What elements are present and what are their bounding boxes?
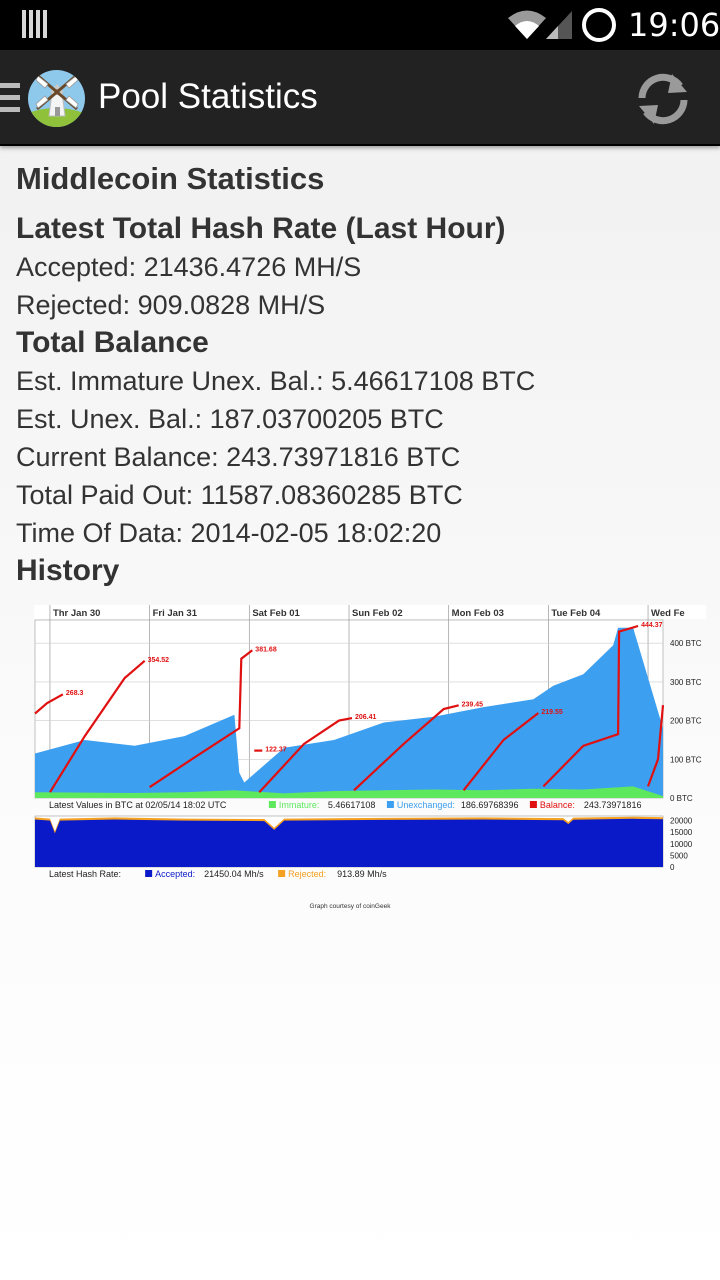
balance-line	[462, 712, 540, 791]
signal-icon	[546, 11, 572, 39]
unexchanged-area	[35, 627, 663, 798]
balance-data-label: 219.55	[541, 709, 563, 716]
history-graph: Thr Jan 30 Fri Jan 31 Sat Feb 01 Sun Feb 02…	[34, 605, 706, 915]
windmill-logo-icon[interactable]	[28, 70, 85, 127]
legend-prefix: Latest Values in BTC at 02/05/14 18:02 U…	[49, 800, 227, 810]
balance-data-label: 122.37	[265, 747, 287, 754]
legend-series-name: Immature:	[279, 800, 320, 810]
legend-swatch	[145, 870, 153, 877]
legend-series-value: 186.69768396	[461, 800, 519, 810]
day-tick-label: Wed Fe	[651, 608, 685, 619]
btc-tick-label: 200 BTC	[670, 717, 702, 726]
legend-series-value: 21450.04 Mh/s	[204, 869, 264, 879]
legend-swatch	[529, 801, 537, 808]
legend-series-name: Rejected:	[288, 869, 326, 879]
day-tick-label: Tue Feb 04	[551, 608, 601, 619]
btc-tick-label: 100 BTC	[670, 755, 702, 764]
history-graph-svg: Thr Jan 30 Fri Jan 31 Sat Feb 01 Sun Feb 02…	[34, 605, 706, 910]
action-bar: Pool Statistics	[0, 50, 720, 146]
day-tick-label: Fri Jan 31	[153, 608, 198, 619]
legend-swatch	[278, 870, 286, 877]
balance-line	[34, 693, 64, 715]
balance-line	[258, 717, 353, 793]
notification-bars-icon	[22, 10, 48, 40]
accepted-area	[35, 818, 663, 867]
immature-balance: Est. Immature Unex. Bal.: 5.46617108 BTC	[16, 366, 536, 396]
current-balance: Current Balance: 243.73971816 BTC	[16, 442, 461, 472]
day-tick-label: Thr Jan 30	[53, 608, 101, 619]
balance-data-label: 268.3	[66, 690, 84, 697]
legend-series-name: Balance:	[540, 800, 575, 810]
time-of-data: Time Of Data: 2014-02-05 18:02:20	[16, 518, 442, 548]
graph-header	[34, 605, 706, 619]
refresh-icon[interactable]	[632, 68, 694, 130]
immature-area	[35, 786, 663, 798]
wifi-icon	[508, 10, 546, 39]
balance-line	[542, 624, 639, 788]
legend-swatch	[268, 801, 276, 808]
balance-line	[148, 649, 253, 789]
legend-prefix: Latest Hash Rate:	[49, 869, 121, 879]
alarm-icon	[582, 8, 616, 42]
hashrate-tick-label: 5000	[670, 851, 688, 860]
total-balance-heading: Total Balance	[16, 326, 209, 359]
graph-credit: Graph courtesy of coinGeek	[310, 903, 392, 910]
balance-line	[49, 659, 146, 793]
app-title: Pool Statistics	[98, 77, 318, 116]
stats-content: Middlecoin Statistics Latest Total Hash …	[16, 160, 716, 596]
balance-data-label: 444.37	[641, 622, 663, 629]
drawer-menu-icon[interactable]	[0, 83, 20, 113]
day-tick-label: Sun Feb 02	[352, 608, 403, 619]
hashrate-tick-label: 15000	[670, 828, 693, 837]
page-title: Middlecoin Statistics	[16, 161, 325, 196]
total-paid-out: Total Paid Out: 11587.08360285 BTC	[16, 480, 463, 510]
history-heading: History	[16, 554, 120, 587]
hashrate-tick-label: 10000	[670, 840, 693, 849]
btc-tick-label: 0 BTC	[670, 794, 693, 803]
accepted-hash-rate: Accepted: 21436.4726 MH/S	[16, 252, 362, 282]
day-tick-label: Mon Feb 03	[452, 608, 504, 619]
balance-line	[353, 704, 459, 792]
status-bar: 19:06	[0, 0, 720, 50]
legend-series-value: 913.89 Mh/s	[337, 869, 387, 879]
btc-tick-label: 400 BTC	[670, 639, 702, 648]
balance-data-label: 206.41	[355, 714, 377, 721]
legend-swatch	[386, 801, 394, 808]
hashrate-tick-label: 0	[670, 863, 675, 872]
rejected-hash-rate: Rejected: 909.0828 MH/S	[16, 290, 326, 320]
status-clock: 19:06	[628, 6, 720, 44]
btc-tick-label: 300 BTC	[670, 678, 702, 687]
day-tick-label: Sat Feb 01	[252, 608, 300, 619]
unexchanged-balance: Est. Unex. Bal.: 187.03700205 BTC	[16, 404, 444, 434]
balance-line	[646, 704, 665, 787]
hashrate-tick-label: 20000	[670, 817, 693, 826]
balance-data-label: 354.52	[148, 657, 170, 664]
balance-data-label: 381.68	[255, 646, 277, 653]
hash-rate-heading: Latest Total Hash Rate (Last Hour)	[16, 212, 506, 245]
legend-series-value: 243.73971816	[584, 800, 642, 810]
balance-data-label: 239.45	[462, 701, 484, 708]
legend-series-name: Accepted:	[155, 869, 195, 879]
legend-series-value: 5.46617108	[328, 800, 376, 810]
legend-series-name: Unexchanged:	[397, 800, 455, 810]
